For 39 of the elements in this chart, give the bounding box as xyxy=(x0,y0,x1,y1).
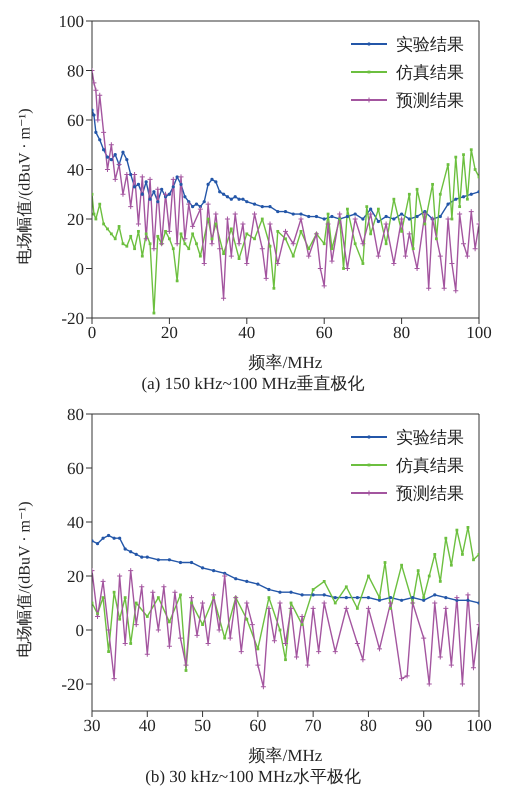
x-tick-label: 80 xyxy=(393,323,410,342)
y-tick-label: 80 xyxy=(67,405,84,424)
y-tick-label: -20 xyxy=(61,309,84,328)
y-tick-label: 60 xyxy=(67,111,84,130)
x-tick-label: 60 xyxy=(316,323,333,342)
text: (b) 30 kHz~100 MHz水平极化 xyxy=(144,766,362,788)
y-tick-label: -20 xyxy=(61,675,84,694)
y-axis-title: 电场幅值/(dBuV · m⁻¹) xyxy=(16,108,34,264)
legend-label: 预测结果 xyxy=(396,90,464,112)
y-tick-label: 100 xyxy=(58,12,84,32)
x-tick-label: 90 xyxy=(415,716,432,736)
x-tick-label: 50 xyxy=(194,716,212,736)
y-tick-label: 60 xyxy=(67,459,84,478)
legend-label: 实验结果 xyxy=(396,34,464,56)
x-tick-label: 100 xyxy=(466,716,492,736)
text: (a) 150 kHz~100 MHz垂直极化 xyxy=(140,373,366,395)
y-tick-label: 80 xyxy=(67,62,84,81)
y-tick-label: 40 xyxy=(67,513,84,532)
x-tick-label: 80 xyxy=(360,716,377,736)
y-tick-label: 40 xyxy=(67,160,84,180)
legend-label: 预测结果 xyxy=(396,482,464,504)
y-tick-label: 20 xyxy=(67,210,84,230)
x-tick-label: 0 xyxy=(88,323,96,342)
x-axis-title: 频率/MHz xyxy=(248,746,323,765)
x-tick-label: 40 xyxy=(238,323,256,342)
legend-label: 实验结果 xyxy=(396,426,464,448)
x-tick-label: 30 xyxy=(84,716,100,736)
y-tick-label: 0 xyxy=(76,260,84,279)
x-tick-label: 60 xyxy=(249,716,266,736)
legend-label: 仿真结果 xyxy=(396,454,464,476)
y-tick-label: 0 xyxy=(76,621,84,640)
x-tick-label: 40 xyxy=(138,716,156,736)
y-tick-label: 20 xyxy=(67,567,84,586)
x-tick-label: 20 xyxy=(160,323,178,342)
legend-label: 仿真结果 xyxy=(396,62,464,84)
x-tick-label: 100 xyxy=(466,323,492,342)
x-axis-title: 频率/MHz xyxy=(248,353,323,372)
y-axis-title: 电场幅值/(dBuV · m⁻¹) xyxy=(16,501,34,658)
x-tick-label: 70 xyxy=(304,716,322,736)
